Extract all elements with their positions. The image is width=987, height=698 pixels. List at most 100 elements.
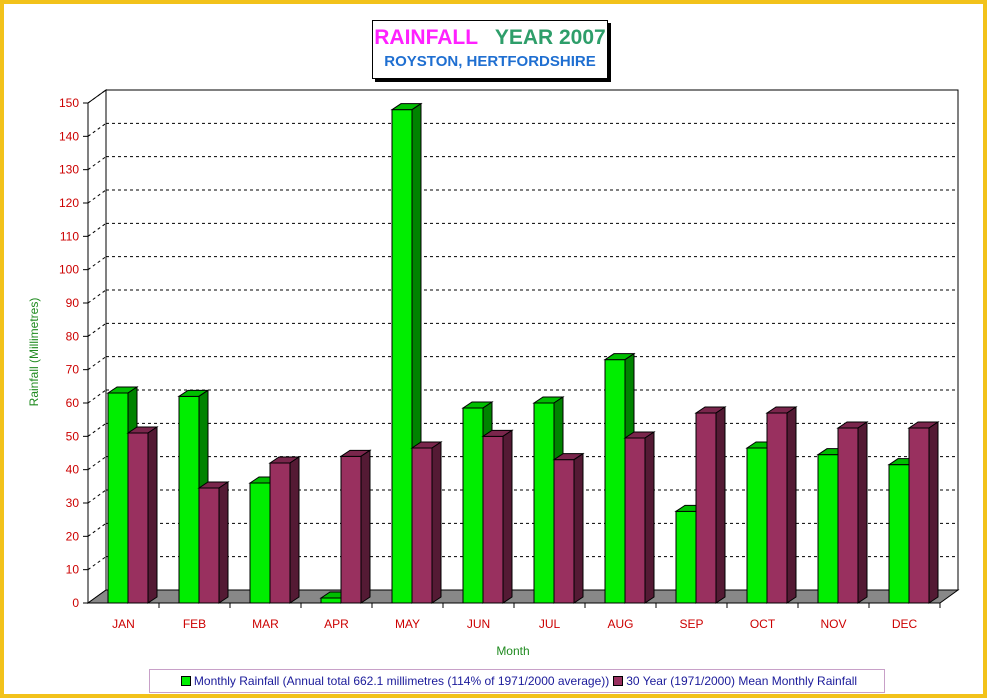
bar-mean-front (269, 462, 291, 604)
bar-mean (552, 452, 585, 604)
x-tick-label: MAR (252, 617, 279, 631)
x-tick-label: FEB (183, 617, 206, 631)
bar-mean-side (928, 421, 939, 604)
gridline-diagonal (87, 222, 107, 237)
gridline-diagonal (87, 189, 107, 204)
x-tick-label: DEC (892, 617, 918, 631)
bar-monthly-front (533, 402, 555, 604)
legend-swatch-mean (613, 676, 624, 686)
bar-mean-front (482, 435, 504, 604)
gridline-diagonal (87, 322, 107, 337)
title-box: RAINFALL YEAR 2007 ROYSTON, HERTFORDSHIR… (372, 20, 608, 79)
bar-monthly-front (320, 597, 342, 604)
bar-mean-front (198, 487, 220, 604)
legend-swatch-monthly (180, 676, 191, 686)
gridline-diagonal (87, 289, 107, 304)
bar-monthly-front (888, 464, 910, 604)
chart-walls (87, 89, 959, 604)
y-tick-label: 130 (59, 163, 79, 177)
bar-mean (126, 426, 159, 604)
gridline-diagonal (87, 422, 107, 437)
bar-mean-side (573, 452, 584, 604)
bar-mean (907, 421, 940, 604)
y-tick-label: 100 (59, 263, 79, 277)
bar-mean-front (127, 432, 149, 604)
x-tick-label: AUG (607, 617, 633, 631)
bar-mean (694, 406, 727, 604)
x-tick-label: OCT (750, 617, 776, 631)
y-tick-label: 80 (66, 329, 80, 343)
bar-monthly-front (746, 447, 768, 604)
legend: Monthly Rainfall (Annual total 662.1 mil… (149, 669, 885, 693)
chart-title: RAINFALL YEAR 2007 (373, 26, 607, 50)
bar-monthly-front (249, 482, 271, 604)
gridline-diagonal (87, 556, 107, 571)
gridline-diagonal (87, 256, 107, 271)
side-wall (87, 89, 107, 604)
y-tick-label: 40 (66, 463, 80, 477)
gridline-diagonal (87, 122, 107, 137)
x-tick-label: JAN (112, 617, 135, 631)
x-tick-label: APR (324, 617, 349, 631)
gridline-diagonal (87, 489, 107, 504)
bar-mean-front (340, 455, 362, 604)
chart-subtitle: ROYSTON, HERTFORDSHIRE (384, 53, 596, 70)
bar-mean-side (147, 426, 158, 604)
y-axis-title: Rainfall (Millimetres) (27, 298, 41, 407)
bar-mean-front (411, 447, 433, 604)
gridline-diagonal (87, 89, 107, 104)
bar-mean (410, 441, 443, 604)
bar-mean-side (786, 406, 797, 604)
title-year: YEAR 2007 (494, 26, 606, 49)
bar-mean (836, 421, 869, 604)
x-tick-label: MAY (395, 617, 420, 631)
bar-monthly-front (107, 392, 129, 604)
x-axis-title: Month (496, 644, 529, 658)
bar-mean-front (553, 459, 575, 604)
bar-mean (339, 449, 372, 604)
back-wall (105, 89, 959, 591)
x-tick-label: JUL (539, 617, 561, 631)
gridline-diagonal (87, 356, 107, 371)
bar-mean-side (360, 449, 371, 604)
bar-mean (268, 456, 301, 604)
y-tick-label: 60 (66, 396, 80, 410)
legend-label-mean: 30 Year (1971/2000) Mean Monthly Rainfal… (626, 674, 858, 688)
bar-mean-front (624, 437, 646, 604)
bar-monthly-front (817, 454, 839, 604)
bar-mean (197, 481, 230, 604)
x-tick-label: JUN (467, 617, 490, 631)
gridline-diagonal (87, 156, 107, 171)
bar-mean-front (695, 412, 717, 604)
y-tick-label: 20 (66, 529, 80, 543)
gridlines (87, 89, 958, 571)
bar-monthly-front (675, 510, 697, 604)
bar-mean-side (431, 441, 442, 604)
y-tick-label: 30 (66, 496, 80, 510)
bar-mean-side (857, 421, 868, 604)
y-tick-label: 10 (66, 563, 80, 577)
gridline-diagonal (87, 389, 107, 404)
y-tick-label: 0 (72, 596, 79, 610)
bar-mean-front (766, 412, 788, 604)
bar-mean-front (908, 427, 930, 604)
bar-monthly-front (391, 109, 413, 604)
bars (106, 102, 940, 604)
x-tick-label: NOV (820, 617, 846, 631)
bar-mean-side (502, 429, 513, 604)
bar-monthly-front (604, 359, 626, 604)
y-tick-label: 50 (66, 429, 80, 443)
bar-mean-side (289, 456, 300, 604)
y-tick-label: 150 (59, 96, 79, 110)
x-tick-label: SEP (679, 617, 703, 631)
y-tick-label: 70 (66, 363, 80, 377)
bar-mean-side (715, 406, 726, 604)
bar-mean-side (218, 481, 229, 604)
bar-mean-front (837, 427, 859, 604)
y-tick-label: 110 (60, 229, 79, 243)
title-rainfall: RAINFALL (374, 26, 478, 49)
y-tick-label: 90 (66, 296, 80, 310)
bar-mean-side (644, 431, 655, 604)
axes: 0 10 20 30 40 50 60 70 80 90 100 110 120 130 140 150 JAN… (59, 96, 941, 631)
